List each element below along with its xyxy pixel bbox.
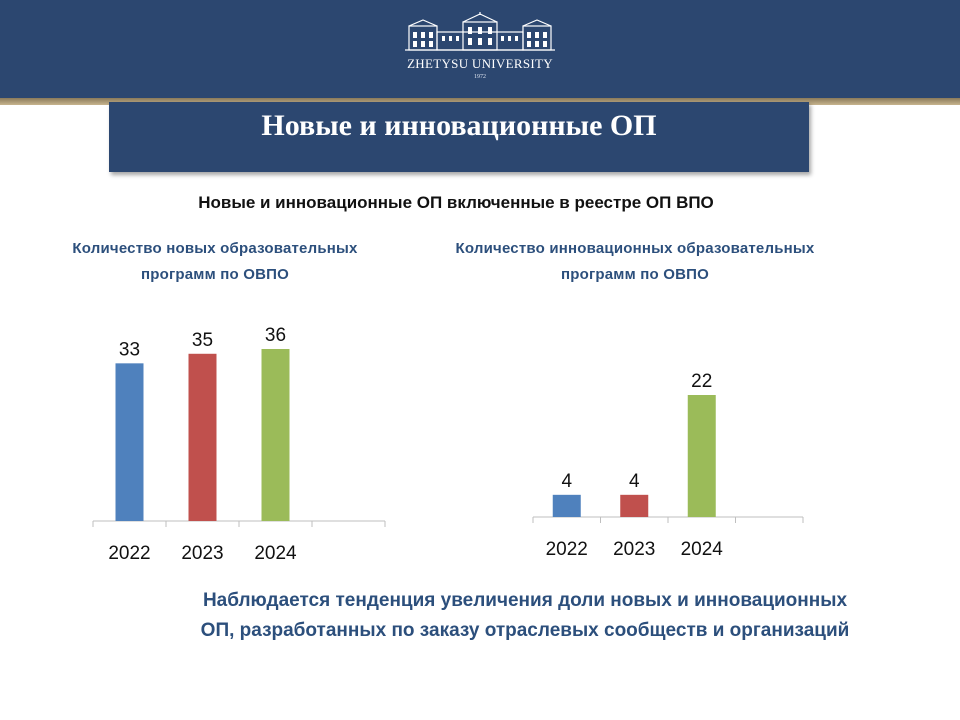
chart-innovative-programs-title: Количество инновационных образовательных…	[455, 240, 815, 283]
innovative-programs-category-label-2023: 2023	[613, 539, 655, 560]
innovative-programs-category-label-2022: 2022	[546, 539, 588, 560]
new-programs-data-label-2022: 33	[119, 339, 140, 360]
innovative-programs-bar-2022	[552, 494, 581, 517]
new-programs-bar-2022	[115, 363, 144, 521]
new-programs-bar-2023	[188, 353, 217, 521]
header-banner	[0, 0, 960, 98]
new-programs-data-label-2024: 36	[265, 325, 286, 346]
conclusion-text: Наблюдается тенденция увеличения доли но…	[200, 590, 850, 641]
innovative-programs-bar-2024	[687, 395, 716, 517]
university-logo: ZHETYSU UNIVERSITY 1972	[380, 12, 580, 92]
university-building-icon	[405, 12, 555, 51]
new-programs-category-label-2023: 2023	[181, 543, 223, 564]
new-programs-bar-2024	[261, 349, 290, 521]
university-name: ZHETYSU UNIVERSITY	[407, 56, 553, 71]
innovative-programs-category-label-2024: 2024	[681, 539, 724, 560]
new-programs-data-label-2023: 35	[192, 330, 213, 351]
innovative-programs-data-label-2022: 4	[561, 471, 572, 492]
slide-title: Новые и инновационные ОП	[109, 102, 809, 172]
header-gold-stripe	[0, 98, 960, 105]
innovative-programs-data-label-2024: 22	[691, 371, 712, 392]
innovative-programs-data-label-2023: 4	[629, 471, 640, 492]
founded-year: 1972	[474, 74, 486, 80]
slide-subtitle: Новые и инновационные ОП включенные в ре…	[198, 193, 714, 212]
chart-new-programs-title: Количество новых образовательных програм…	[72, 240, 358, 283]
new-programs-category-label-2022: 2022	[108, 543, 150, 564]
new-programs-category-label-2024: 2024	[254, 543, 297, 564]
innovative-programs-bar-2023	[620, 494, 649, 517]
